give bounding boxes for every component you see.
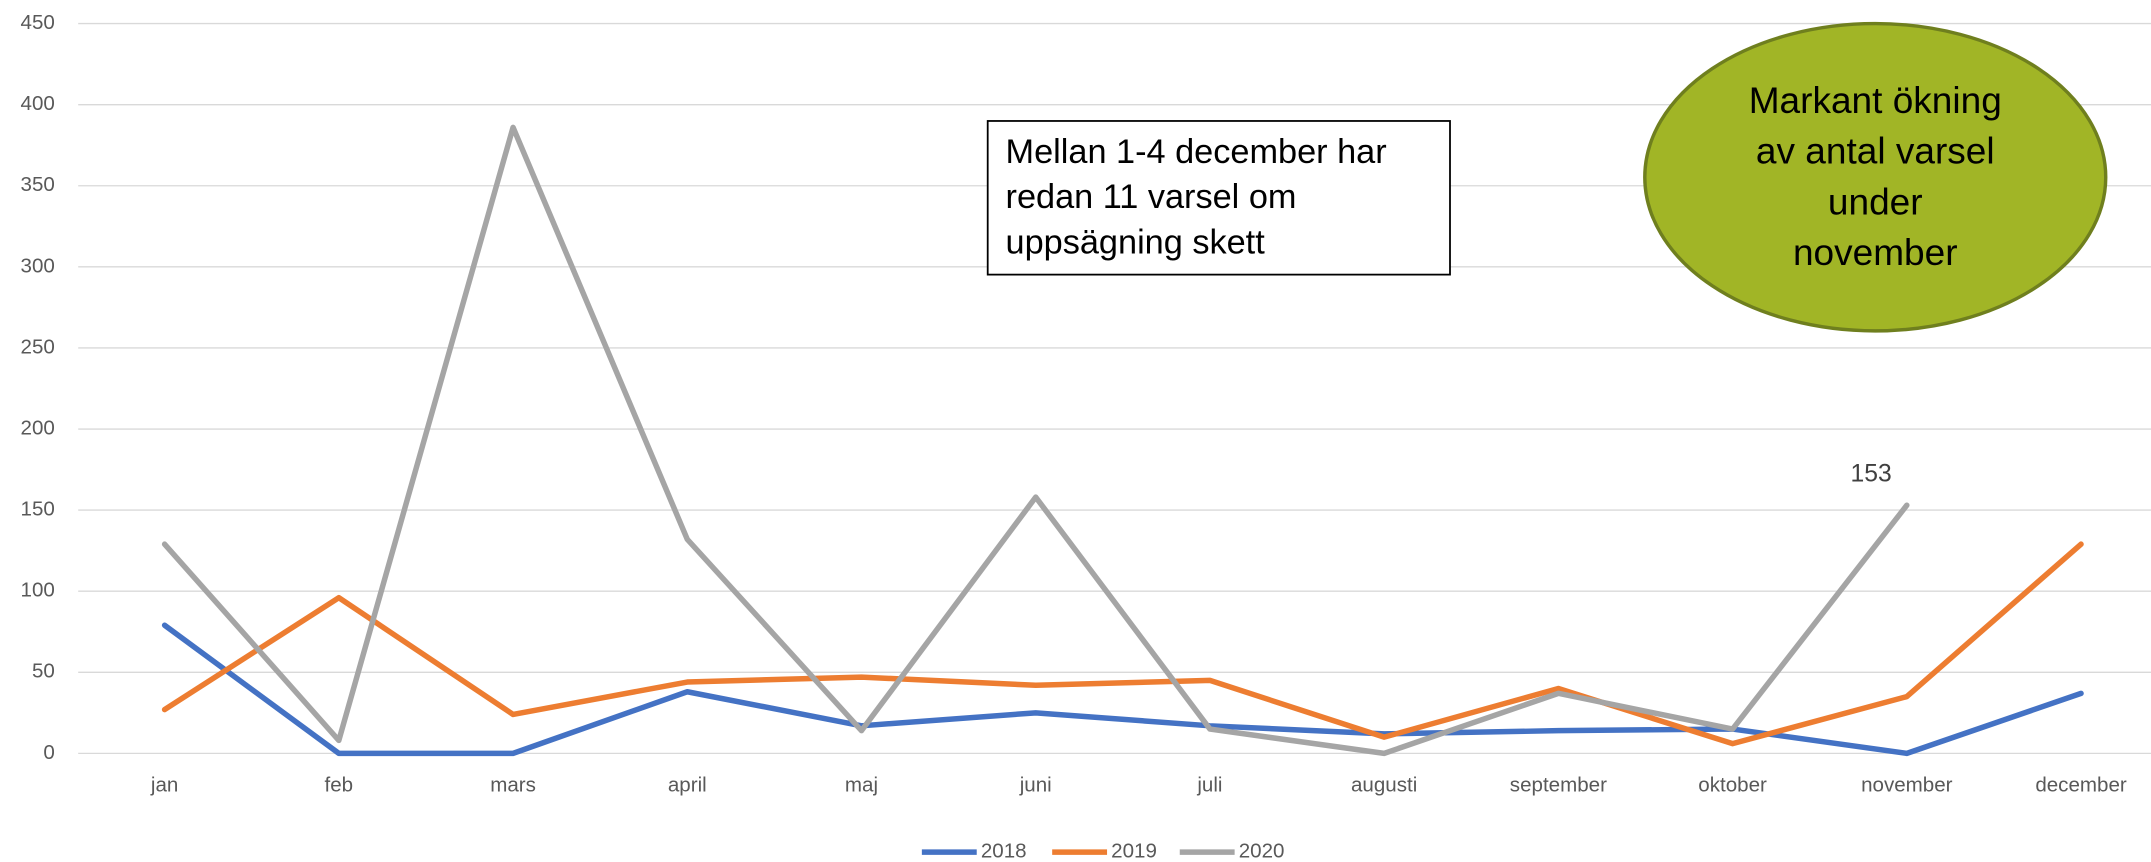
x-tick-label: september [1510, 774, 1607, 797]
note-box [986, 120, 1451, 276]
y-tick-label: 100 [21, 579, 55, 602]
x-tick-label: mars [490, 774, 536, 797]
y-tick-label: 400 [21, 92, 55, 115]
data-label: 153 [1851, 461, 1892, 488]
note-text: Mellan 1-4 december har [1006, 133, 1387, 171]
y-tick-label: 450 [21, 11, 55, 34]
bubble-text: november [1793, 231, 1958, 273]
x-tick-label: oktober [1698, 774, 1767, 797]
legend-label: 2019 [1111, 840, 1157, 862]
y-tick-label: 0 [43, 741, 54, 764]
series-line [161, 124, 1910, 757]
note-text: uppsägning skett [1006, 223, 1266, 261]
note-text: redan 11 varsel om [1006, 178, 1297, 216]
plot: 153 [161, 124, 2084, 757]
grid: 0 50 100 150 200 250 300 350 400 450 jan feb mars apr… [21, 11, 2151, 797]
bubble-text: under [1828, 180, 1923, 222]
y-tick-label: 350 [21, 173, 55, 196]
legend: 2018 2019 2020 [921, 840, 1285, 862]
series-line [161, 622, 2084, 757]
x-tick-label: augusti [1351, 774, 1417, 797]
x-tick-label: feb [325, 774, 354, 797]
legend-label: 2020 [1239, 840, 1285, 862]
x-tick-label: november [1861, 774, 1953, 797]
x-tick-label: juni [1019, 774, 1052, 797]
y-tick-label: 250 [21, 335, 55, 358]
bubble-text: av antal varsel [1756, 130, 1995, 172]
series-line [161, 541, 2084, 747]
x-tick-label: december [2035, 774, 2127, 797]
bubble-text: Markant ökning [1749, 79, 2002, 121]
x-tick-label: juli [1196, 774, 1222, 797]
y-tick-label: 200 [21, 416, 55, 439]
bubble [1643, 21, 2108, 333]
x-tick-label: maj [845, 774, 878, 797]
y-tick-label: 50 [32, 660, 55, 683]
y-tick-label: 150 [21, 498, 55, 521]
legend-label: 2018 [981, 840, 1027, 862]
x-tick-label: april [668, 774, 707, 797]
x-tick-label: jan [150, 774, 178, 797]
y-tick-label: 300 [21, 254, 55, 277]
